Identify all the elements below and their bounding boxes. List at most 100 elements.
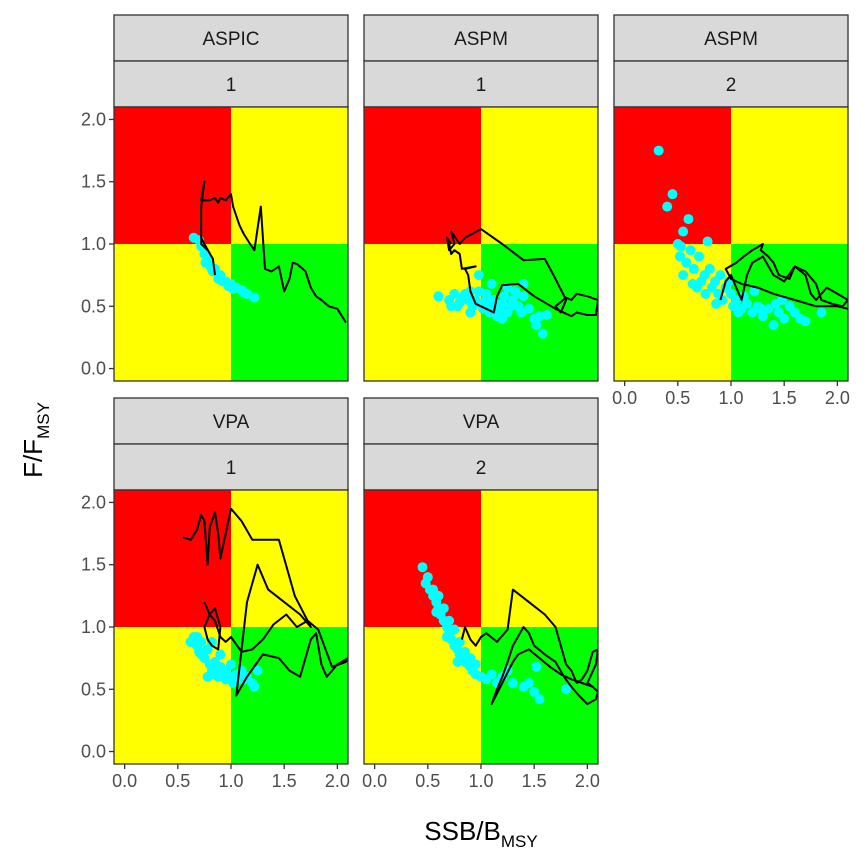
- y-tick-label: 0.0: [81, 742, 106, 762]
- data-point: [465, 307, 476, 318]
- y-tick-label: 0.5: [81, 679, 106, 699]
- x-tick-label: 0.0: [612, 388, 637, 408]
- data-point: [215, 649, 226, 660]
- y-tick-label: 1.5: [81, 555, 106, 575]
- data-point: [741, 298, 752, 309]
- x-tick-label: 0.0: [362, 771, 387, 791]
- x-tick-label: 2.0: [575, 771, 600, 791]
- data-point: [249, 292, 260, 303]
- data-point: [518, 291, 529, 302]
- y-tick-label: 2.0: [81, 492, 106, 512]
- strip-method: [363, 397, 599, 445]
- plot-area: [114, 490, 348, 764]
- strip-scenario: [363, 60, 599, 108]
- data-point: [733, 307, 744, 318]
- data-point: [206, 636, 217, 647]
- data-point: [499, 291, 510, 302]
- data-point: [228, 283, 239, 294]
- x-tick-label: 1.5: [272, 771, 297, 791]
- zone-overfishing: [481, 107, 598, 244]
- data-point: [694, 251, 705, 262]
- data-point: [687, 278, 698, 289]
- data-point: [422, 572, 433, 583]
- x-tick-label: 1.0: [718, 388, 743, 408]
- y-tick-label: 0.5: [81, 296, 106, 316]
- data-point: [531, 661, 542, 672]
- data-point: [755, 303, 766, 314]
- data-point: [688, 263, 699, 274]
- data-point: [252, 665, 263, 676]
- data-point: [454, 636, 465, 647]
- zone-overfished-overfishing: [364, 107, 481, 244]
- plot-area: [614, 107, 848, 381]
- data-point: [220, 665, 231, 676]
- strip-method: [613, 14, 849, 62]
- zone-sustainable: [231, 627, 348, 764]
- data-point: [715, 270, 726, 281]
- zone-sustainable: [231, 244, 348, 381]
- data-point: [534, 311, 545, 322]
- x-tick-label: 0.5: [665, 388, 690, 408]
- data-point: [510, 286, 521, 297]
- y-tick-label: 0.0: [81, 359, 106, 379]
- data-point: [704, 263, 715, 274]
- data-point: [678, 270, 689, 281]
- data-point: [516, 307, 527, 318]
- strip-scenario-label: 1: [226, 75, 237, 96]
- zone-overfished-overfishing: [114, 490, 231, 627]
- zone-overfished: [614, 244, 731, 381]
- data-point: [700, 288, 711, 299]
- data-point: [561, 684, 572, 695]
- plot-area: [114, 107, 348, 381]
- data-point: [446, 301, 457, 312]
- data-point: [779, 313, 790, 324]
- data-point: [238, 287, 249, 298]
- data-point: [444, 615, 455, 626]
- data-point: [674, 251, 685, 262]
- data-point: [763, 303, 774, 314]
- data-point: [433, 590, 444, 601]
- data-point: [200, 257, 211, 268]
- facet-panel: VPA 1 0.0 0.5 1.0 1.5 2.0 0.0 0.5 1.0 1.5 2.0: [81, 397, 350, 791]
- zone-overfished: [364, 244, 481, 381]
- y-tick-label: 2.0: [81, 109, 106, 129]
- zone-overfishing: [481, 490, 598, 627]
- data-point: [678, 226, 689, 237]
- y-tick-label: 1.0: [81, 617, 106, 637]
- data-point: [449, 288, 460, 299]
- data-point: [470, 659, 481, 670]
- facet-panel: ASPM 2 0.0 0.5 1.0 1.5 2.0: [612, 14, 850, 408]
- data-point: [667, 189, 678, 200]
- trajectory-line: [446, 228, 598, 318]
- strip-method-label: ASPIC: [202, 29, 259, 50]
- trajectory-line: [200, 180, 347, 324]
- data-point: [685, 245, 696, 256]
- strip-scenario-label: 2: [726, 75, 737, 96]
- y-axis-title: F/FMSY: [18, 402, 53, 478]
- data-point: [449, 624, 460, 635]
- data-point: [497, 313, 508, 324]
- strip-method-label: VPA: [213, 412, 250, 433]
- x-tick-label: 1.5: [772, 388, 797, 408]
- strip-scenario: [113, 60, 349, 108]
- x-tick-label: 2.0: [325, 771, 350, 791]
- data-point: [523, 678, 534, 689]
- strip-scenario: [363, 443, 599, 491]
- strip-method: [363, 14, 599, 62]
- data-point: [196, 649, 207, 660]
- zone-overfished-overfishing: [114, 107, 231, 244]
- zone-overfished-overfishing: [364, 490, 481, 627]
- plot-area: [364, 107, 598, 381]
- trajectory-line: [719, 243, 848, 310]
- data-point: [481, 295, 492, 306]
- x-tick-label: 1.0: [218, 771, 243, 791]
- strip-scenario-label: 1: [476, 75, 487, 96]
- facet-panels: ASPIC 1 0.0 0.5 1.0 1.5 2.0 ASPM 1 ASPM 2 0.0 0.5 1.0…: [81, 14, 850, 791]
- strip-scenario-label: 1: [226, 458, 237, 479]
- data-point: [531, 319, 542, 330]
- facet-panel: VPA 2 0.0 0.5 1.0 1.5 2.0: [362, 397, 600, 791]
- plot-area: [364, 490, 598, 764]
- data-point: [534, 694, 545, 705]
- x-tick-label: 1.5: [522, 771, 547, 791]
